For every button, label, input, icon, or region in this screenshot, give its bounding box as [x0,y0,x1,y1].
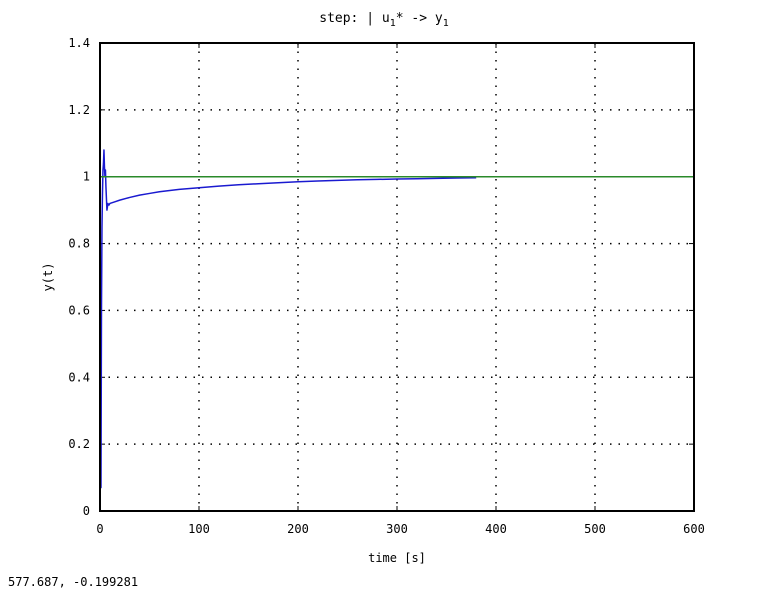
y-tick-label: 0.2 [68,437,90,451]
x-tick-label: 0 [96,522,103,536]
series-line-1 [99,149,477,512]
chart-title: step: | u1* -> y1 [319,11,448,29]
y-tick-label: 1.4 [68,36,90,50]
y-tick-label: 1.2 [68,103,90,117]
x-tick-label: 500 [584,522,606,536]
y-tick-label: 0.8 [68,237,90,251]
grid [100,43,694,511]
x-axis-label: time [s] [368,551,426,565]
y-tick-label: 0.4 [68,370,90,384]
y-tick-label: 0.6 [68,303,90,317]
x-tick-label: 600 [683,522,705,536]
axis-ticks: 0 100 200 300 400 500 600 0 0.2 0.4 0.6 0.8 1 1.2 1.4 [68,36,705,536]
y-axis-label: y(t) [41,263,55,292]
x-tick-label: 100 [188,522,210,536]
y-tick-label: 1 [83,170,90,184]
x-tick-label: 300 [386,522,408,536]
plot-frame [99,42,695,512]
cursor-coordinate-readout: 577.687, -0.199281 [8,575,139,589]
series-group [99,149,694,512]
x-tick-label: 200 [287,522,309,536]
x-tick-label: 400 [485,522,507,536]
y-tick-label: 0 [83,504,90,518]
